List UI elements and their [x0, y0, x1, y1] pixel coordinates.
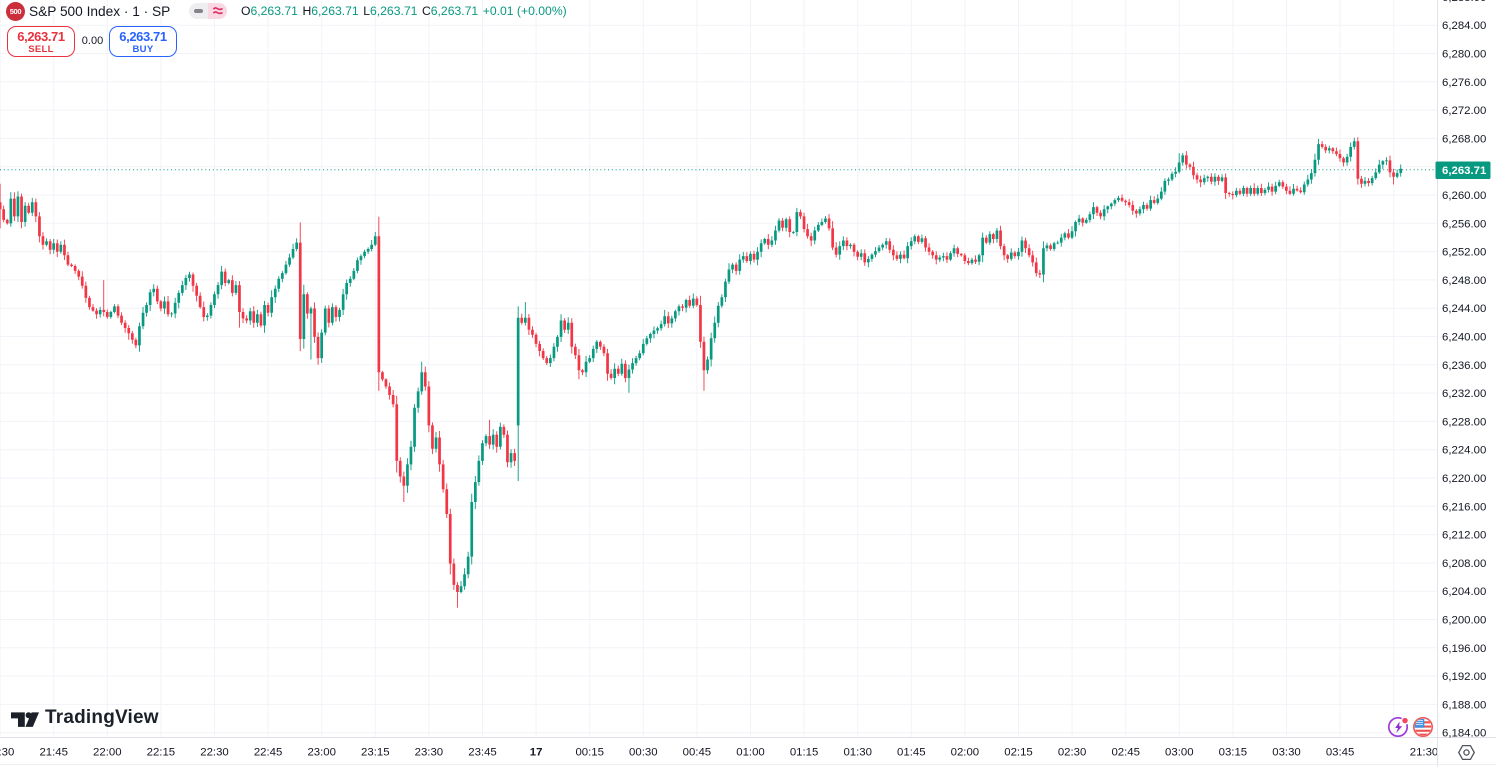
svg-text:21:30: 21:30: [1410, 747, 1439, 759]
svg-text:22:00: 22:00: [93, 747, 122, 759]
svg-text:03:45: 03:45: [1326, 747, 1355, 759]
svg-text:00:30: 00:30: [629, 747, 658, 759]
svg-text:6,276.00: 6,276.00: [1442, 77, 1486, 89]
svg-text:6,236.00: 6,236.00: [1442, 360, 1486, 372]
svg-text:23:00: 23:00: [307, 747, 336, 759]
svg-text:6,248.00: 6,248.00: [1442, 275, 1486, 287]
svg-text:22:45: 22:45: [254, 747, 283, 759]
svg-text:6,196.00: 6,196.00: [1442, 643, 1486, 655]
svg-text:6,220.00: 6,220.00: [1442, 473, 1486, 485]
svg-text:6,288.00: 6,288.00: [1442, 0, 1486, 4]
svg-text:21:30: 21:30: [0, 747, 14, 759]
svg-text:02:15: 02:15: [1004, 747, 1033, 759]
svg-text:23:45: 23:45: [468, 747, 497, 759]
svg-text:6,192.00: 6,192.00: [1442, 671, 1486, 683]
svg-text:00:15: 00:15: [575, 747, 604, 759]
svg-text:6,208.00: 6,208.00: [1442, 558, 1486, 570]
svg-text:22:30: 22:30: [200, 747, 229, 759]
svg-text:03:00: 03:00: [1165, 747, 1194, 759]
svg-text:02:45: 02:45: [1111, 747, 1140, 759]
svg-text:6,188.00: 6,188.00: [1442, 699, 1486, 711]
svg-text:6,280.00: 6,280.00: [1442, 49, 1486, 61]
svg-text:21:45: 21:45: [39, 747, 68, 759]
svg-text:6,252.00: 6,252.00: [1442, 247, 1486, 259]
svg-text:03:15: 03:15: [1219, 747, 1248, 759]
svg-text:01:45: 01:45: [897, 747, 926, 759]
svg-text:6,272.00: 6,272.00: [1442, 105, 1486, 117]
svg-text:6,260.00: 6,260.00: [1442, 190, 1486, 202]
svg-text:6,244.00: 6,244.00: [1442, 303, 1486, 315]
svg-text:23:30: 23:30: [415, 747, 444, 759]
svg-text:01:00: 01:00: [736, 747, 765, 759]
svg-text:6,240.00: 6,240.00: [1442, 332, 1486, 344]
svg-text:02:00: 02:00: [951, 747, 980, 759]
svg-text:6,212.00: 6,212.00: [1442, 530, 1486, 542]
svg-text:6,224.00: 6,224.00: [1442, 445, 1486, 457]
svg-text:02:30: 02:30: [1058, 747, 1087, 759]
svg-text:6,268.00: 6,268.00: [1442, 133, 1486, 145]
svg-text:01:30: 01:30: [843, 747, 872, 759]
svg-text:03:30: 03:30: [1272, 747, 1301, 759]
svg-text:00:45: 00:45: [683, 747, 712, 759]
svg-text:6,200.00: 6,200.00: [1442, 615, 1486, 627]
svg-text:6,232.00: 6,232.00: [1442, 388, 1486, 400]
svg-text:6,204.00: 6,204.00: [1442, 586, 1486, 598]
svg-text:6,263.71: 6,263.71: [1442, 165, 1487, 177]
svg-text:17: 17: [530, 747, 543, 759]
svg-text:6,184.00: 6,184.00: [1442, 728, 1486, 740]
svg-text:6,284.00: 6,284.00: [1442, 20, 1486, 32]
svg-text:01:15: 01:15: [790, 747, 819, 759]
svg-text:6,256.00: 6,256.00: [1442, 218, 1486, 230]
svg-text:23:15: 23:15: [361, 747, 390, 759]
svg-text:6,216.00: 6,216.00: [1442, 501, 1486, 513]
svg-text:6,228.00: 6,228.00: [1442, 416, 1486, 428]
svg-text:22:15: 22:15: [147, 747, 176, 759]
